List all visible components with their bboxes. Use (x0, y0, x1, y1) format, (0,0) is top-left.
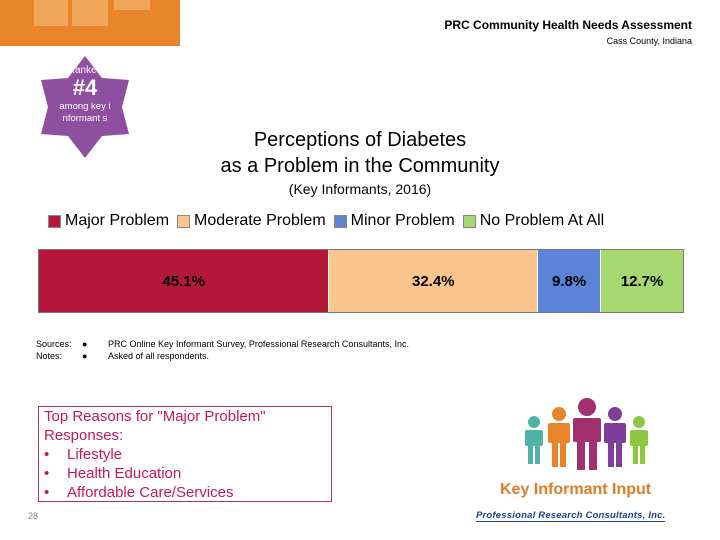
chart-legend: Major Problem Moderate Problem Minor Probl… (48, 212, 612, 230)
data-label: 9.8% (552, 272, 587, 290)
person-icon (573, 398, 601, 470)
report-title: PRC Community Health Needs Assessment (444, 18, 692, 32)
rank-badge (41, 56, 129, 158)
sources-text: PRC Online Key Informant Survey, Profess… (108, 339, 409, 349)
stacked-bar: 45.1% 32.4% 9.8% 12.7% (38, 249, 684, 313)
top-reasons-heading: Top Reasons for "Major Problem" Response… (44, 408, 266, 444)
bar-segment: 12.7% (601, 250, 683, 312)
data-label: 32.4% (411, 272, 455, 290)
legend-swatch (333, 214, 347, 228)
bar-segment: 45.1% (39, 250, 330, 312)
legend-item: No Problem At All (462, 212, 605, 230)
notes-text: Asked of all respondents. (108, 351, 210, 361)
data-label: 45.1% (162, 272, 205, 290)
legend-swatch (48, 214, 61, 228)
badge-rank-number: #4 (72, 75, 98, 100)
key-informant-people-icon (525, 398, 648, 470)
chart-title: Perceptions of Diabetes (253, 129, 467, 151)
legend-swatch (462, 214, 476, 228)
notes-bullet: ● (82, 351, 88, 361)
key-informant-label: Key Informant Input (500, 481, 652, 498)
header-corner-graphic (0, 0, 180, 46)
notes-label: Notes: (36, 351, 63, 361)
legend-item: Minor Problem (333, 212, 455, 230)
rank-badge-shape (41, 56, 129, 158)
reason-item: Lifestyle (44, 445, 331, 464)
bar-segment: 32.4% (329, 250, 539, 312)
chart-subtitle: (Key Informants, 2016) (288, 181, 432, 197)
bar-segment: 9.8% (538, 250, 602, 312)
person-icon (548, 407, 570, 467)
page-number: 28 (28, 511, 39, 521)
reason-item: Affordable Care/Services (44, 483, 331, 502)
legend-label: Moderate Problem (194, 212, 326, 229)
legend-item: Moderate Problem (177, 212, 326, 230)
legend-label: Major Problem (65, 212, 170, 229)
sources-label: Sources: (36, 339, 72, 349)
chart-title-line2: as a Problem in the Community (220, 155, 500, 177)
person-icon (630, 416, 648, 464)
rank-badge-text: Ranked #4 among key informant s (34, 56, 136, 158)
sources-bullet: ● (82, 339, 88, 349)
company-logo-text: Professional Research Consultants, Inc. (476, 510, 666, 522)
top-reasons-list: LifestyleHealth EducationAffordable Care… (44, 445, 331, 502)
legend-label: Minor Problem (350, 212, 455, 229)
legend-label: No Problem At All (479, 212, 605, 229)
person-icon (525, 416, 543, 464)
reason-item: Health Education (44, 464, 331, 483)
top-reasons-box: Top Reasons for "Major Problem" Response… (38, 406, 332, 502)
data-label: 12.7% (620, 272, 664, 290)
legend-item: Major Problem (48, 212, 169, 230)
badge-ranked-label: Ranked (67, 65, 103, 76)
person-icon (604, 407, 626, 467)
badge-among-label: among key informant s (59, 101, 111, 124)
legend-swatch (177, 214, 191, 228)
report-location: Cass County, Indiana (606, 36, 692, 46)
